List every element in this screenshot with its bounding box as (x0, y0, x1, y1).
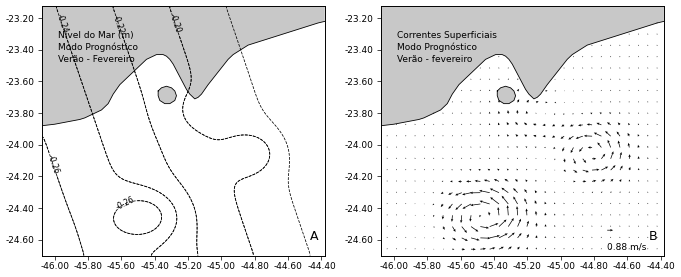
Text: A: A (310, 230, 318, 243)
Text: -0.20: -0.20 (168, 13, 183, 35)
Text: Correntes Superficiais
Modo Prognóstico
Verão - fevereiro: Correntes Superficiais Modo Prognóstico … (397, 31, 497, 64)
Text: -0.22: -0.22 (111, 13, 126, 35)
Text: B: B (648, 230, 657, 243)
Polygon shape (381, 6, 664, 126)
Polygon shape (42, 6, 325, 126)
Text: 0.88 m/s: 0.88 m/s (607, 243, 647, 252)
Text: -0.24: -0.24 (54, 13, 69, 35)
Text: -0.26: -0.26 (46, 154, 61, 175)
Text: -0.26: -0.26 (114, 195, 136, 212)
Polygon shape (497, 86, 516, 104)
Text: Nível do Mar (m)
Modo Prognóstico
Verão - Fevereiro: Nível do Mar (m) Modo Prognóstico Verão … (58, 31, 138, 64)
Polygon shape (158, 86, 176, 104)
